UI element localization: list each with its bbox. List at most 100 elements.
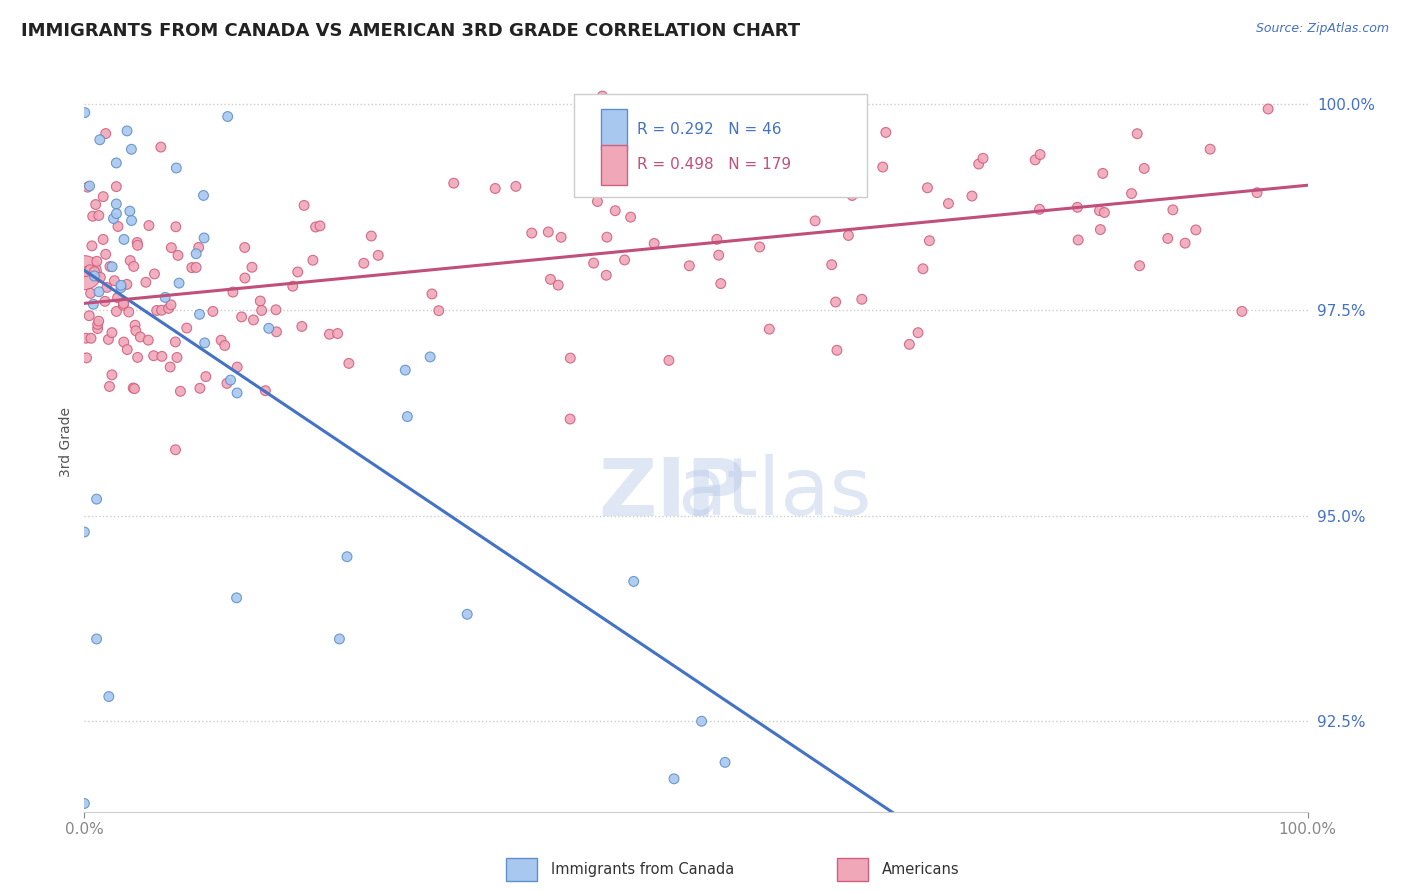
Point: [209, 333, 232, 347]
Point: [165, 161, 187, 175]
Point: [97, 333, 120, 347]
Point: [841, 188, 863, 202]
Point: [82, 297, 104, 311]
Point: [233, 240, 256, 254]
Point: [837, 228, 859, 243]
Point: [86, 321, 108, 335]
Point: [118, 305, 141, 319]
Point: [264, 302, 287, 317]
Point: [105, 304, 128, 318]
Point: [188, 307, 211, 321]
Point: [1067, 233, 1090, 247]
Point: [596, 230, 619, 244]
Point: [225, 591, 247, 605]
Point: [231, 310, 253, 324]
Point: [120, 253, 142, 268]
Point: [291, 319, 314, 334]
Point: [336, 549, 359, 564]
Point: [484, 181, 506, 195]
Point: [112, 296, 135, 310]
Point: [136, 333, 159, 347]
Y-axis label: 3rd Grade: 3rd Grade: [59, 407, 73, 476]
Point: [911, 261, 934, 276]
Point: [778, 117, 800, 131]
Point: [110, 278, 132, 293]
Point: [804, 214, 827, 228]
Point: [149, 140, 172, 154]
Point: [143, 267, 166, 281]
Point: [254, 384, 277, 398]
Point: [758, 322, 780, 336]
Point: [427, 303, 450, 318]
Point: [808, 184, 831, 198]
Point: [79, 262, 101, 277]
Point: [538, 272, 561, 286]
Point: [1066, 200, 1088, 214]
Point: [287, 265, 309, 279]
Point: [1185, 223, 1208, 237]
Text: Americans: Americans: [882, 863, 959, 877]
Point: [153, 290, 176, 304]
Point: [121, 213, 143, 227]
Text: IMMIGRANTS FROM CANADA VS AMERICAN 3RD GRADE CORRELATION CHART: IMMIGRANTS FROM CANADA VS AMERICAN 3RD G…: [21, 22, 800, 40]
Point: [96, 280, 118, 294]
Point: [591, 89, 613, 103]
Point: [122, 381, 145, 395]
Point: [127, 238, 149, 252]
Point: [187, 240, 209, 254]
Point: [97, 690, 120, 704]
Point: [456, 607, 478, 622]
Point: [101, 326, 124, 340]
Point: [657, 127, 679, 141]
Point: [127, 351, 149, 365]
Point: [75, 265, 97, 279]
Point: [217, 110, 239, 124]
Point: [219, 373, 242, 387]
Point: [165, 219, 187, 234]
Point: [1133, 161, 1156, 176]
Point: [201, 304, 224, 318]
Point: [194, 369, 217, 384]
Point: [582, 256, 605, 270]
Point: [101, 368, 124, 382]
Point: [167, 248, 190, 262]
Point: [125, 324, 148, 338]
FancyBboxPatch shape: [600, 109, 627, 150]
Text: ZIP: ZIP: [598, 454, 745, 533]
Point: [165, 334, 187, 349]
Point: [240, 260, 263, 275]
Point: [595, 268, 617, 283]
Point: [103, 274, 125, 288]
Point: [281, 279, 304, 293]
Point: [658, 353, 681, 368]
Point: [907, 326, 929, 340]
Point: [605, 203, 627, 218]
Point: [98, 260, 121, 274]
Point: [215, 376, 238, 391]
Point: [124, 382, 146, 396]
Point: [643, 236, 665, 251]
Point: [129, 330, 152, 344]
Point: [80, 239, 103, 253]
Point: [73, 797, 96, 811]
Point: [972, 151, 994, 165]
Point: [194, 335, 217, 350]
Point: [214, 338, 236, 352]
Point: [825, 343, 848, 358]
Point: [304, 219, 326, 234]
Point: [135, 275, 157, 289]
Text: atlas: atlas: [678, 454, 872, 533]
Point: [127, 235, 149, 250]
Point: [1230, 304, 1253, 318]
Point: [1157, 231, 1180, 245]
Point: [1088, 203, 1111, 218]
Point: [73, 266, 96, 280]
Point: [105, 197, 128, 211]
Point: [105, 206, 128, 220]
Point: [226, 386, 249, 401]
Point: [360, 229, 382, 244]
Point: [1121, 186, 1143, 201]
Point: [94, 247, 117, 261]
Point: [917, 181, 939, 195]
Point: [110, 281, 132, 295]
